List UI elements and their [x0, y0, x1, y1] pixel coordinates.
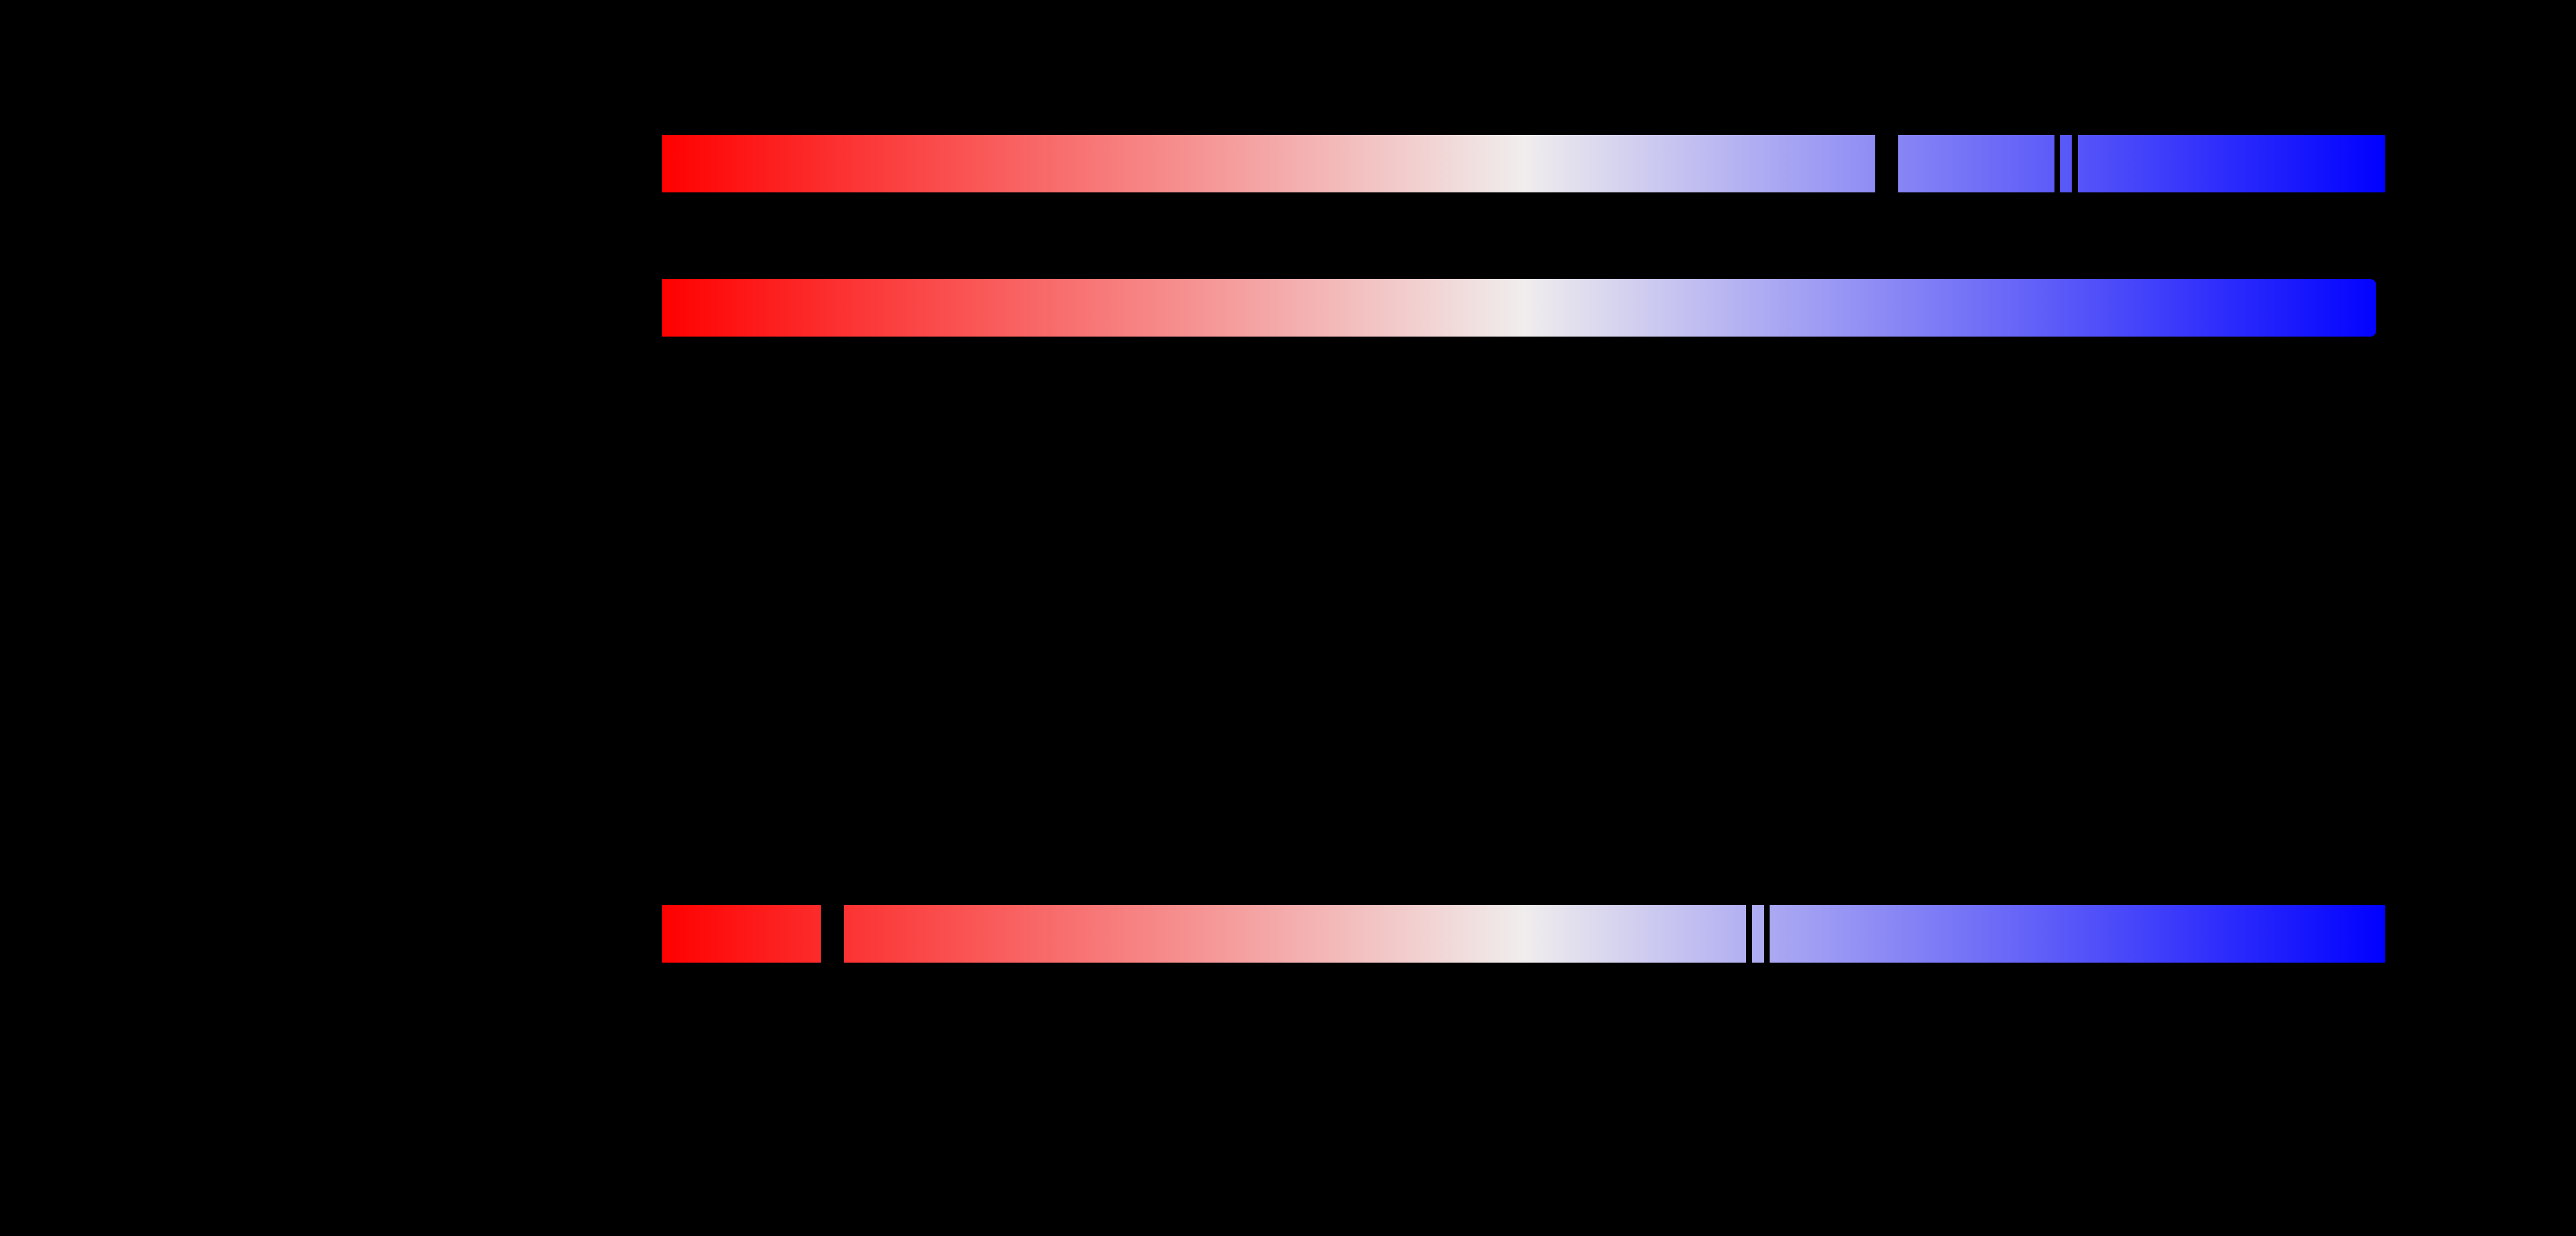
bar-gap-separator: [2072, 134, 2078, 193]
bar-gap-separator: [2054, 134, 2060, 193]
bar-gap-separator: [821, 905, 844, 963]
gradient-bar-row-2: [662, 279, 2376, 337]
gradient-bar-row-3: [662, 905, 2385, 963]
bar-gap-separator: [1764, 905, 1770, 963]
gradient-bar-row-1: [662, 134, 2385, 193]
bar-gap-separator: [1875, 134, 1898, 193]
bar-gap-separator: [1746, 905, 1752, 963]
